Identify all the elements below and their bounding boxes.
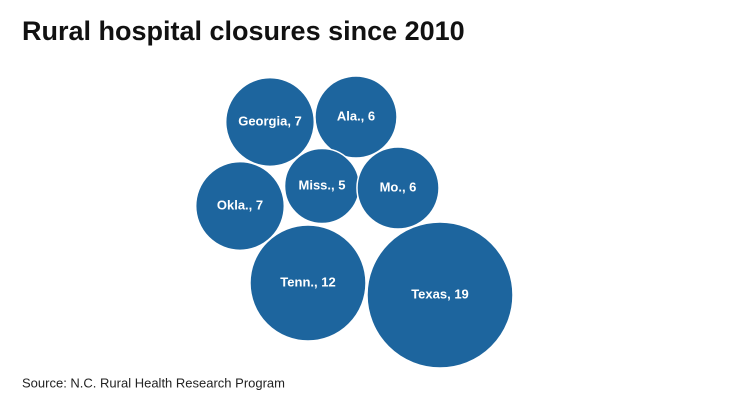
bubble [194,160,286,252]
chart-title: Rural hospital closures since 2010 [22,16,465,46]
bubble [224,76,316,168]
bubble [249,224,367,342]
bubble-label: Ala., 6 [337,108,375,123]
bubble-label: Mo., 6 [380,179,417,194]
bubble-label: Georgia, 7 [238,113,302,128]
bubble [314,75,398,159]
source: Source: N.C. Rural Health Research Progr… [22,375,285,390]
bubble-label: Okla., 7 [217,197,263,212]
bubble-label: Miss., 5 [299,177,346,192]
bubble [366,221,514,369]
bubble-label: Texas, 19 [411,286,469,301]
bubble-label: Tenn., 12 [280,274,335,289]
bubble [356,146,440,230]
